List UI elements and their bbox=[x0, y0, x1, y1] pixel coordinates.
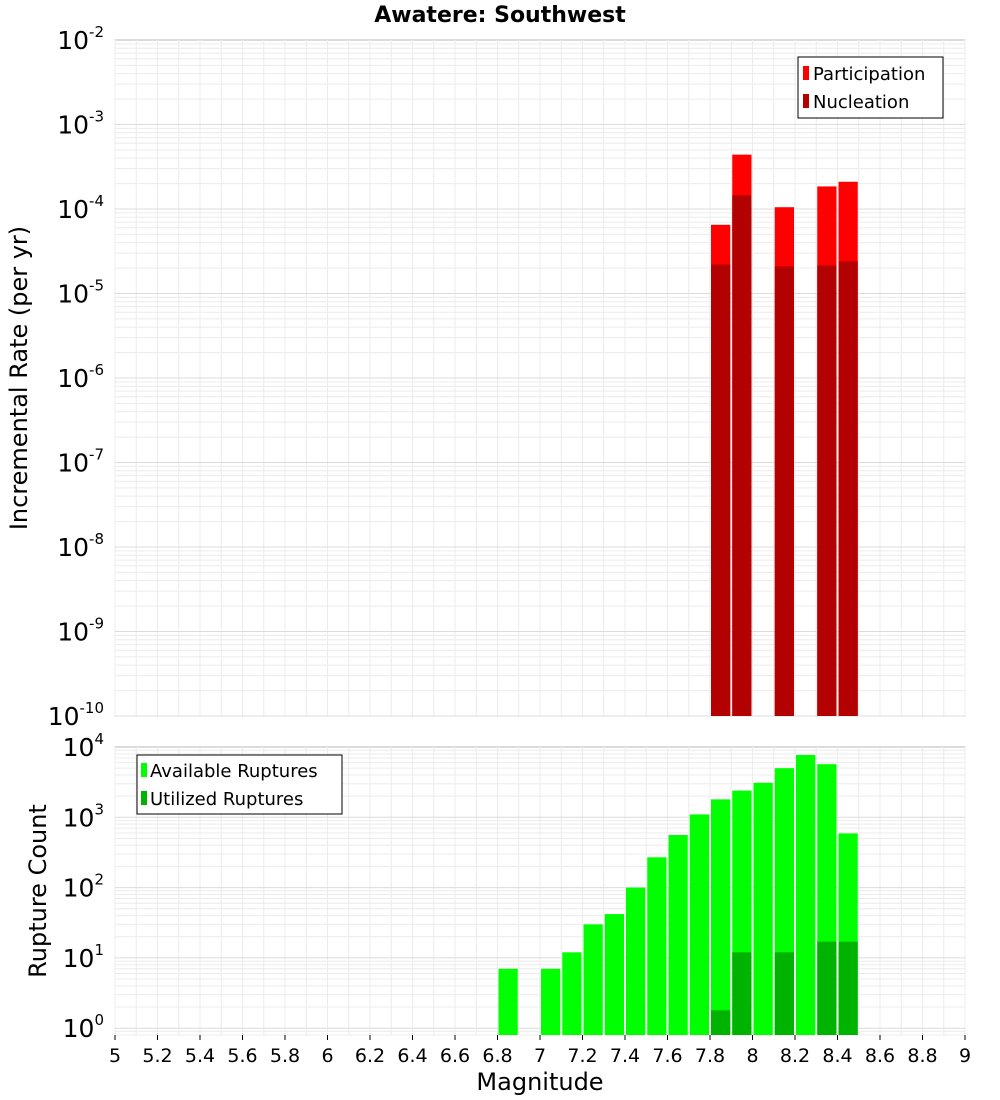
available-ruptures-legend-label: Available Ruptures bbox=[150, 761, 318, 782]
top-panel: 10-10 10-9 10-8 10-7 10-6 10-5 10-4 10-3 10-2 In… bbox=[5, 23, 966, 731]
bottom-y-tick-label: 103 bbox=[63, 800, 104, 832]
top-y-tick-label: 10-6 bbox=[57, 361, 104, 393]
bottom-y-tick-label: 100 bbox=[63, 1011, 104, 1043]
available-ruptures-bar bbox=[626, 887, 646, 1035]
x-tick-label: 6.6 bbox=[440, 1045, 470, 1067]
bottom-grid bbox=[114, 747, 966, 1036]
top-legend-box bbox=[797, 56, 944, 119]
available-ruptures-bar bbox=[711, 799, 731, 1035]
available-ruptures-bar bbox=[647, 857, 667, 1035]
x-tick-label: 5 bbox=[109, 1045, 121, 1067]
x-tick-label: 6.8 bbox=[482, 1045, 512, 1067]
nucleation-bar bbox=[774, 266, 794, 716]
utilized-ruptures-swatch bbox=[141, 791, 147, 805]
top-y-tick-label: 10-10 bbox=[48, 699, 104, 731]
bottom-y-tick-label: 101 bbox=[63, 941, 104, 973]
x-tick-label: 6 bbox=[321, 1045, 333, 1067]
x-tick-label: 8 bbox=[746, 1045, 758, 1067]
x-tick-label: 5.8 bbox=[270, 1045, 300, 1067]
top-y-tick-label: 10-3 bbox=[57, 108, 104, 140]
utilized-ruptures-bar bbox=[817, 941, 837, 1035]
utilized-ruptures-bar bbox=[774, 952, 794, 1035]
top-y-tick-label: 10-4 bbox=[57, 192, 104, 224]
x-tick-label: 7.2 bbox=[567, 1045, 597, 1067]
nucleation-legend-label: Nucleation bbox=[813, 92, 909, 113]
nucleation-bar bbox=[732, 195, 752, 717]
available-ruptures-swatch bbox=[141, 763, 147, 777]
nucleation-bar bbox=[817, 265, 837, 716]
available-ruptures-bar bbox=[604, 914, 624, 1035]
x-tick-label: 8.8 bbox=[907, 1045, 937, 1067]
available-ruptures-bar bbox=[498, 968, 518, 1035]
bottom-y-axis-label: Rupture Count bbox=[24, 804, 52, 978]
top-y-tick-label: 10-5 bbox=[57, 277, 104, 309]
x-tick-label: 6.4 bbox=[397, 1045, 427, 1067]
bottom-panel: 100 101 102 103 104 5 5.2 5.4 5.6 5.8 6 6.2 6.4 6.6 6… bbox=[24, 730, 971, 1096]
top-y-tick-label: 10-8 bbox=[57, 530, 104, 562]
nucleation-swatch bbox=[803, 94, 809, 108]
utilized-ruptures-bar bbox=[732, 952, 752, 1035]
bottom-legend-box bbox=[136, 754, 343, 815]
available-ruptures-bar bbox=[753, 782, 773, 1035]
top-y-tick-label: 10-9 bbox=[57, 615, 104, 647]
available-ruptures-bar bbox=[668, 834, 688, 1035]
bottom-legend: Available Ruptures Utilized Ruptures bbox=[136, 754, 343, 815]
bottom-y-tick-label: 104 bbox=[63, 730, 104, 762]
x-tick-label: 5.4 bbox=[185, 1045, 215, 1067]
x-tick-label: 5.6 bbox=[227, 1045, 257, 1067]
bottom-y-ticks: 100 101 102 103 104 bbox=[63, 730, 104, 1043]
participation-swatch bbox=[803, 66, 809, 80]
bottom-bars bbox=[498, 754, 858, 1035]
x-axis-label: Magnitude bbox=[476, 1068, 603, 1096]
top-y-axis-label: Incremental Rate (per yr) bbox=[5, 226, 33, 530]
top-bars bbox=[711, 154, 858, 717]
x-tick-label: 7 bbox=[534, 1045, 546, 1067]
utilized-ruptures-bar bbox=[711, 1010, 731, 1035]
x-tick-label: 7.8 bbox=[695, 1045, 725, 1067]
x-tick-label: 8.4 bbox=[822, 1045, 852, 1067]
x-tick-label: 8.6 bbox=[865, 1045, 895, 1067]
x-ticks: 5 5.2 5.4 5.6 5.8 6 6.2 6.4 6.6 6.8 7 7.2 7.4 7.6 7.8 8… bbox=[109, 1035, 971, 1067]
available-ruptures-bar bbox=[562, 952, 582, 1035]
utilized-ruptures-legend-label: Utilized Ruptures bbox=[150, 789, 303, 810]
x-tick-label: 7.4 bbox=[610, 1045, 640, 1067]
x-tick-label: 8.2 bbox=[780, 1045, 810, 1067]
utilized-ruptures-bar bbox=[838, 941, 858, 1035]
nucleation-bar bbox=[838, 261, 858, 716]
participation-legend-label: Participation bbox=[813, 64, 925, 85]
top-legend: Participation Nucleation bbox=[797, 56, 944, 119]
top-y-ticks: 10-10 10-9 10-8 10-7 10-6 10-5 10-4 10-3 10-2 bbox=[48, 23, 104, 731]
x-tick-label: 5.2 bbox=[142, 1045, 172, 1067]
available-ruptures-bar bbox=[541, 968, 561, 1035]
x-tick-label: 9 bbox=[959, 1045, 971, 1067]
chart-title: Awatere: Southwest bbox=[374, 3, 626, 28]
top-y-tick-label: 10-2 bbox=[57, 23, 104, 55]
available-ruptures-bar bbox=[583, 924, 603, 1035]
x-tick-label: 6.2 bbox=[355, 1045, 385, 1067]
available-ruptures-bar bbox=[689, 814, 709, 1035]
bottom-y-tick-label: 102 bbox=[63, 871, 104, 903]
top-y-tick-label: 10-7 bbox=[57, 446, 104, 478]
x-tick-label: 7.6 bbox=[652, 1045, 682, 1067]
top-grid bbox=[114, 40, 966, 717]
nucleation-bar bbox=[711, 264, 731, 716]
available-ruptures-bar bbox=[796, 754, 816, 1035]
